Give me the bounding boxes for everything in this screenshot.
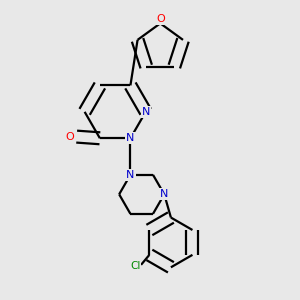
Text: N: N <box>126 170 135 180</box>
Text: O: O <box>65 132 74 142</box>
Text: N: N <box>126 133 135 143</box>
Text: N: N <box>142 107 150 117</box>
Text: O: O <box>156 14 165 24</box>
Text: N: N <box>160 189 169 199</box>
Text: Cl: Cl <box>130 262 140 272</box>
